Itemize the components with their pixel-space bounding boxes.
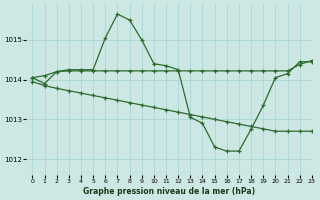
X-axis label: Graphe pression niveau de la mer (hPa): Graphe pression niveau de la mer (hPa) <box>83 187 255 196</box>
